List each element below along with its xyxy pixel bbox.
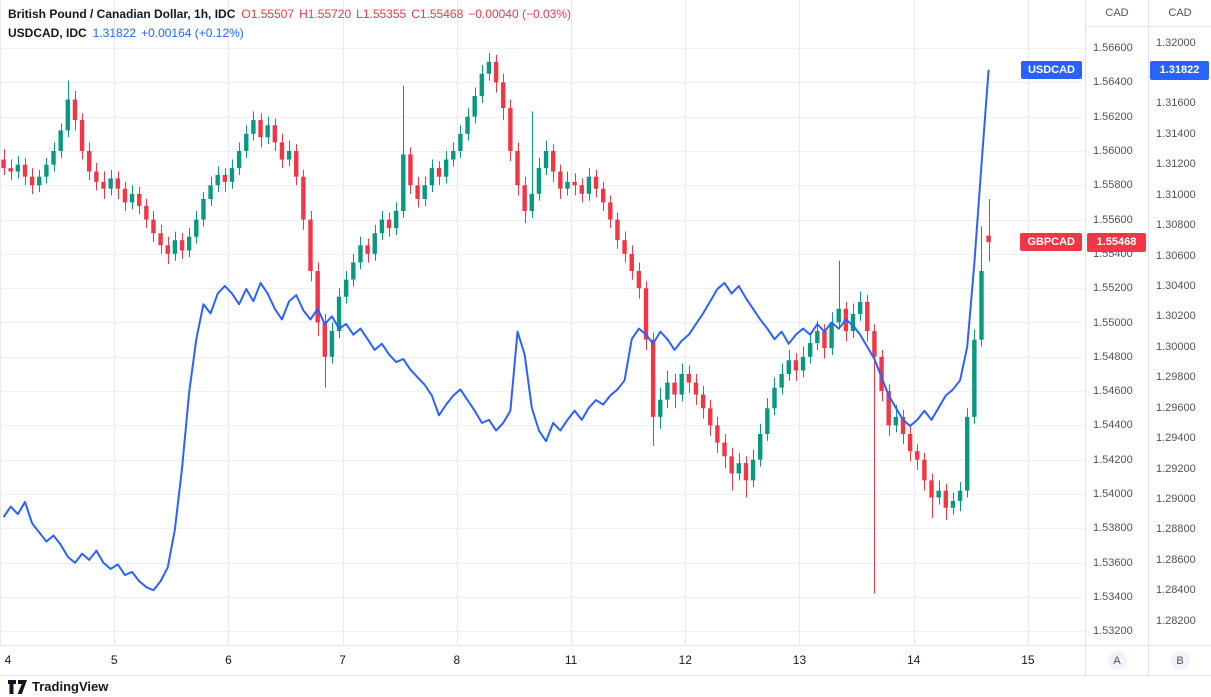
time-axis-label: 4 [4,653,12,667]
time-axis[interactable]: 4 5 6 7 8 11 12 13 14 15 [0,645,1085,675]
tradingview-brand-text[interactable]: TradingView [32,679,109,694]
gbpcad-change: −0.00040 (−0.03%) [468,7,571,21]
plot-area: British Pound / Canadian Dollar, 1h, IDC… [0,0,1085,645]
price-tick-label: 1.31200 [1156,158,1196,171]
usdcad-last-value: 1.31822 [92,26,137,40]
time-axis-label: 8 [453,653,461,667]
price-tick-label: 1.55000 [1093,316,1133,329]
price-tick-label: 1.30200 [1156,310,1196,323]
bottom-bar: TradingView [0,675,1211,697]
gbpcad-symbol-title[interactable]: British Pound / Canadian Dollar, 1h, IDC [8,7,236,21]
usdcad-symbol-title[interactable]: USDCAD, IDC [8,26,87,40]
tradingview-logo-icon[interactable] [8,679,27,694]
price-tick-label: 1.54800 [1093,350,1133,363]
ohlc-low: L1.55355 [356,7,407,21]
legend-row-gbpcad[interactable]: British Pound / Canadian Dollar, 1h, IDC… [8,5,576,24]
price-tick-label: 1.54000 [1093,488,1133,501]
time-axis-label: 5 [110,653,118,667]
price-tick-label: 1.53400 [1093,590,1133,603]
price-tick-label: 1.55200 [1093,282,1133,295]
price-tick-label: 1.28200 [1156,614,1196,627]
price-tick-label: 1.29200 [1156,462,1196,475]
price-axis-gbpcad[interactable]: CAD 1.56600 1.56400 1.56200 1.56000 1.55800 1… [1085,0,1148,645]
price-tick-label: 1.53200 [1093,625,1133,638]
usdcad-axis-ticks: 1.320001.318001.316001.314001.312001.310… [1149,0,1211,645]
legend-row-usdcad[interactable]: USDCAD, IDC 1.31822 +0.00164 (+0.12%) [8,24,576,43]
ohlc-high: H1.55720 [299,7,352,21]
price-tick-label: 1.56400 [1093,76,1133,89]
price-tick-label: 1.56600 [1093,42,1133,55]
price-chart-canvas[interactable] [0,0,1085,645]
price-tick-label: 1.31400 [1156,127,1196,140]
time-axis-label: 14 [906,653,921,667]
price-tick-label: 1.30800 [1156,219,1196,232]
price-tick-label: 1.53600 [1093,556,1133,569]
usdcad-series-tag: USDCAD [1020,60,1082,79]
price-tick-label: 1.29400 [1156,432,1196,445]
gbpcad-last-price-label: 1.55468 [1087,233,1146,253]
auto-scale-a-button[interactable]: A [1107,651,1127,670]
time-axis-label: 13 [792,653,807,667]
price-tick-label: 1.29000 [1156,492,1196,505]
price-tick-label: 1.28600 [1156,553,1196,566]
price-tick-label: 1.56000 [1093,144,1133,157]
chart-legend: British Pound / Canadian Dollar, 1h, IDC… [8,5,576,43]
price-tick-label: 1.53800 [1093,522,1133,535]
gbpcad-axis-footer: A [1085,645,1148,675]
gbpcad-axis-ticks: 1.56600 1.56400 1.56200 1.56000 1.55800 1.556… [1086,0,1148,645]
usdcad-change: +0.00164 (+0.12%) [141,26,244,40]
price-axis-usdcad[interactable]: CAD 1.320001.318001.316001.314001.312001… [1148,0,1211,645]
price-tick-label: 1.54200 [1093,453,1133,466]
price-tick-label: 1.31000 [1156,188,1196,201]
auto-scale-b-button[interactable]: B [1170,651,1190,670]
price-tick-label: 1.29800 [1156,371,1196,384]
usdcad-axis-footer: B [1148,645,1211,675]
ohlc-close: C1.55468 [411,7,464,21]
price-tick-label: 1.28400 [1156,584,1196,597]
price-tick-label: 1.28800 [1156,523,1196,536]
usdcad-last-price-label: 1.31822 [1150,60,1209,80]
usdcad-axis-currency-label: CAD [1149,0,1211,27]
price-tick-label: 1.54600 [1093,385,1133,398]
price-tick-label: 1.30000 [1156,340,1196,353]
time-axis-label: 11 [564,653,578,667]
price-tick-label: 1.56200 [1093,110,1133,123]
price-tick-label: 1.31600 [1156,97,1196,110]
price-tick-label: 1.32000 [1156,36,1196,49]
price-tick-label: 1.55800 [1093,179,1133,192]
time-axis-label: 15 [1021,653,1035,667]
ohlc-open: O1.55507 [241,7,295,21]
price-tick-label: 1.30600 [1156,249,1196,262]
time-axis-label: 7 [339,653,346,667]
gbpcad-axis-currency-label: CAD [1086,0,1148,27]
time-axis-label: 12 [678,653,692,667]
price-tick-label: 1.54400 [1093,419,1133,432]
price-tick-label: 1.55600 [1093,213,1133,226]
time-axis-label: 6 [225,653,232,667]
gbpcad-series-tag: GBPCAD [1020,233,1082,252]
price-tick-label: 1.29600 [1156,401,1196,414]
price-tick-label: 1.30400 [1156,279,1196,292]
